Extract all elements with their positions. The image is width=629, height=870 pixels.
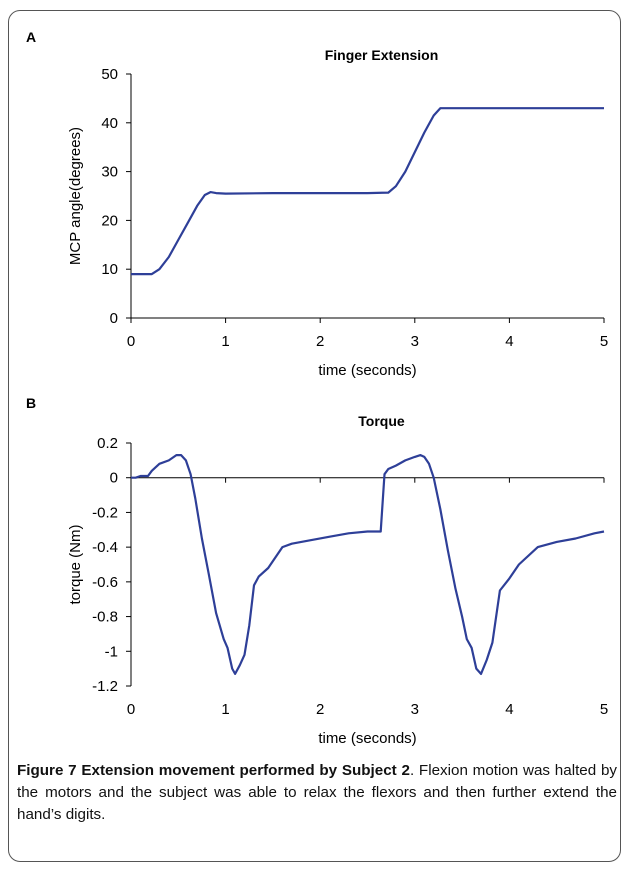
x-tick-label: 1: [221, 701, 229, 718]
x-tick-label: 5: [600, 701, 608, 718]
chart-title: Torque: [358, 413, 405, 429]
x-tick-label: 4: [505, 701, 513, 718]
y-tick-label: -0.2: [92, 504, 118, 521]
panel-label-A: A: [26, 29, 36, 45]
series-line-B: [131, 454, 605, 676]
y-tick-label: 40: [101, 115, 118, 132]
y-tick-label: 0: [110, 470, 118, 487]
y-tick-label: 20: [101, 212, 118, 229]
x-tick-label: 4: [505, 333, 513, 350]
x-tick-label: 5: [600, 333, 608, 350]
y-tick-label: -0.4: [92, 539, 118, 556]
y-axis-label: MCP angle(degrees): [67, 127, 84, 265]
y-tick-label: -0.6: [92, 574, 118, 591]
y-tick-label: 0.2: [97, 435, 118, 452]
y-tick-label: -1.2: [92, 678, 118, 695]
chart-title: Finger Extension: [325, 47, 439, 63]
y-tick-label: 30: [101, 164, 118, 181]
figure-frame: [8, 10, 621, 862]
x-tick-label: 3: [411, 701, 419, 718]
caption-title: Figure 7 Extension movement performed by…: [17, 762, 410, 779]
x-tick-label: 0: [127, 333, 135, 350]
figure-caption: Figure 7 Extension movement performed by…: [17, 760, 617, 826]
series-line-A: [131, 107, 604, 276]
y-tick-label: 0: [110, 310, 118, 327]
y-tick-label: 10: [101, 261, 118, 278]
y-axis-label: torque (Nm): [67, 524, 84, 604]
x-axis-label: time (seconds): [318, 730, 416, 747]
x-tick-label: 3: [411, 333, 419, 350]
x-tick-label: 0: [127, 701, 135, 718]
x-tick-label: 1: [221, 333, 229, 350]
y-tick-label: -1: [105, 643, 118, 660]
x-tick-label: 2: [316, 333, 324, 350]
panel-label-B: B: [26, 395, 36, 411]
x-axis-label: time (seconds): [318, 362, 416, 379]
x-tick-label: 2: [316, 701, 324, 718]
y-tick-label: -0.8: [92, 609, 118, 626]
caption-text: . Flexion motion was halted by the motor…: [17, 762, 617, 823]
y-tick-label: 50: [101, 66, 118, 83]
